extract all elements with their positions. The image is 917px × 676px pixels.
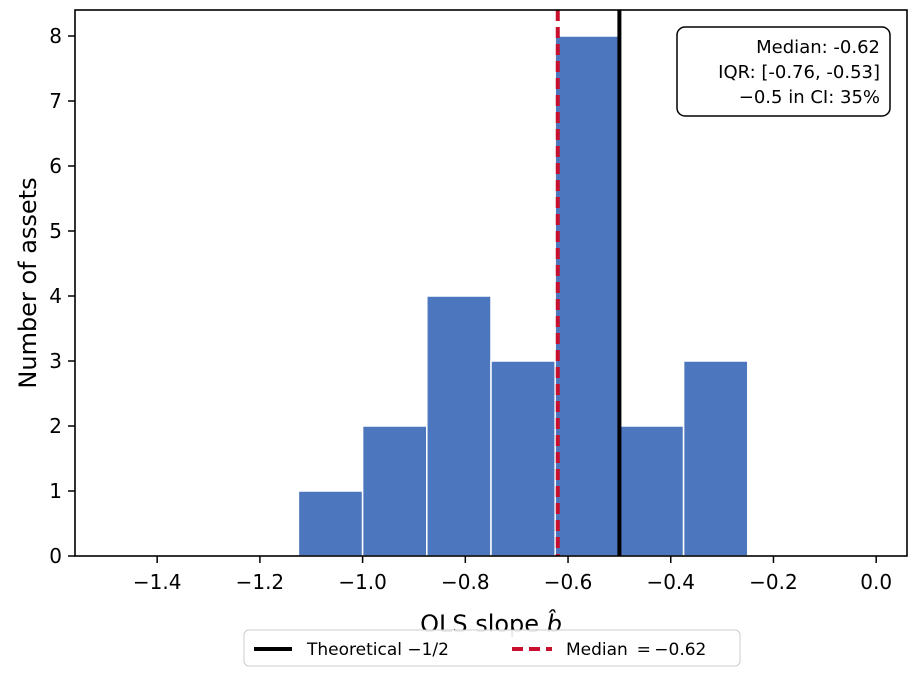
x-tick-label: −0.6 (544, 570, 593, 594)
stats-box: Median: -0.62 IQR: [-0.76, -0.53] −0.5 i… (676, 26, 891, 117)
y-axis-label: Number of assets (14, 177, 42, 388)
y-tick-label: 0 (49, 544, 62, 568)
legend-frame (243, 629, 741, 667)
plot-area: −1.4 −1.2 −1.0 −0.8 −0.6 −0.4 −0.2 0.0 0 1 2 3 4 5 6 7… (49, 9, 908, 594)
y-tick-label: 1 (49, 479, 62, 503)
y-tick-label: 4 (49, 284, 62, 308)
legend-label-median: Median = −0.62 (566, 640, 706, 660)
y-tick-label: 8 (49, 24, 62, 48)
histogram-bar-4 (554, 35, 621, 557)
x-tick-label: 0.0 (860, 570, 892, 594)
x-tick-label: −0.2 (749, 570, 798, 594)
x-tick-label: −1.2 (236, 570, 285, 594)
legend-label-theoretical: Theoretical −1/2 (306, 640, 449, 660)
y-tick-label: 2 (49, 414, 62, 438)
histogram-bar-3 (490, 360, 556, 557)
y-tick-label: 7 (49, 89, 62, 113)
histogram-bar-6 (682, 360, 749, 557)
stats-ci: −0.5 in CI: 35% (739, 87, 880, 108)
axes-frame (74, 9, 908, 557)
y-tick-label: 5 (49, 219, 62, 243)
x-tick-label: −0.4 (646, 570, 695, 594)
histogram-bar-0 (297, 490, 364, 557)
y-tick-label: 6 (49, 154, 62, 178)
legend: Theoretical −1/2 Median = −0.62 (243, 629, 741, 667)
histogram-bar-5 (618, 425, 685, 557)
bars-layer (297, 35, 749, 557)
x-tick-label: −0.8 (441, 570, 490, 594)
x-tick-label: −1.0 (338, 570, 387, 594)
histogram-bar-2 (426, 295, 492, 557)
stats-median: Median: -0.62 (756, 37, 880, 58)
reference-lines-layer (555, 10, 622, 556)
y-axis-ticks: 0 1 2 3 4 5 6 7 8 (49, 24, 75, 568)
x-tick-label: −1.4 (133, 570, 182, 594)
x-axis-ticks: −1.4 −1.2 −1.0 −0.8 −0.6 −0.4 −0.2 0.0 (133, 556, 892, 594)
y-tick-label: 3 (49, 349, 62, 373)
stats-box-frame (676, 26, 891, 117)
histogram-bar-1 (361, 425, 428, 557)
stats-iqr: IQR: [-0.76, -0.53] (718, 62, 880, 83)
